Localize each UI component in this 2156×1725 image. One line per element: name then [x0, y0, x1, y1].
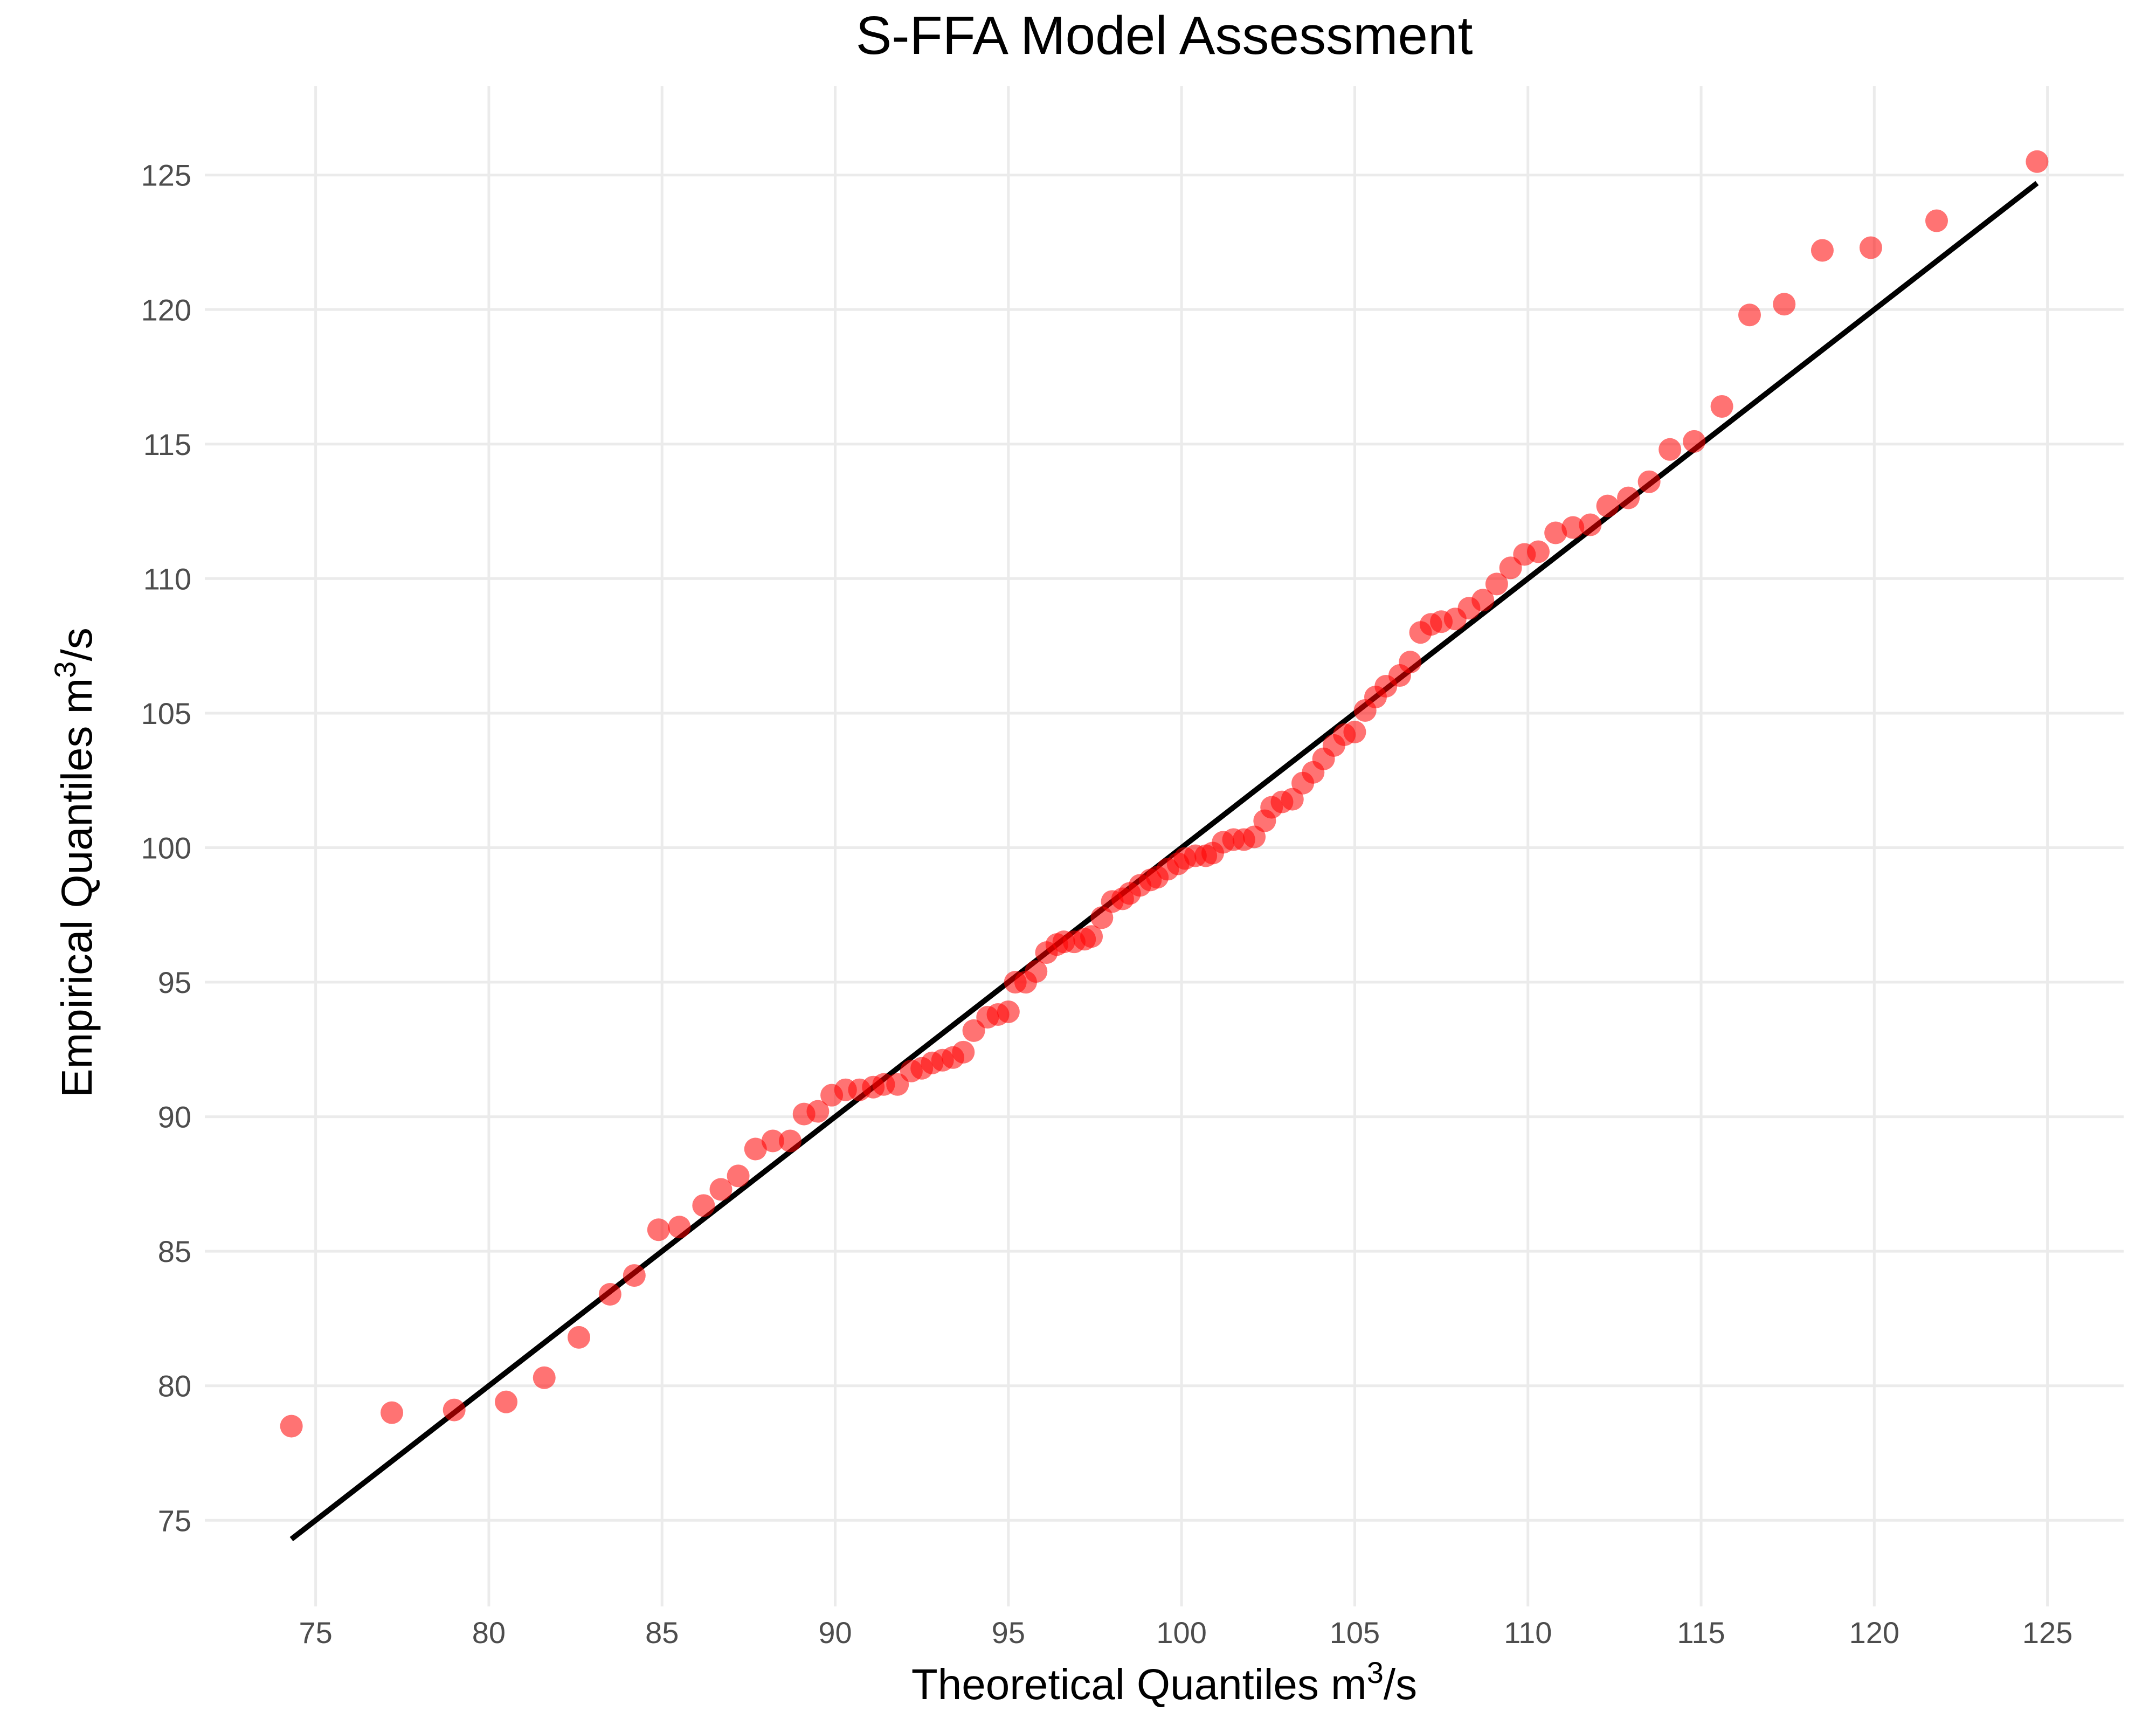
- x-tick-label: 75: [299, 1616, 332, 1650]
- x-tick-label: 110: [1504, 1616, 1552, 1650]
- x-tick-label: 125: [2022, 1616, 2072, 1650]
- data-point: [1544, 521, 1567, 544]
- x-tick-label: 85: [645, 1616, 679, 1650]
- data-point: [1471, 589, 1495, 612]
- data-point: [778, 1129, 801, 1153]
- x-tick-label: 80: [472, 1616, 506, 1650]
- y-tick-label: 85: [158, 1234, 191, 1268]
- data-point: [1281, 788, 1304, 811]
- x-axis-title-superscript: 3: [1367, 1655, 1384, 1689]
- data-point: [443, 1398, 466, 1422]
- data-point: [744, 1137, 767, 1161]
- x-tick-label: 120: [1849, 1616, 1899, 1650]
- data-point: [1596, 494, 1619, 518]
- x-axis-title-unit: /s: [1384, 1660, 1417, 1708]
- data-point: [1025, 960, 1048, 983]
- data-point: [1683, 430, 1706, 453]
- grid: [205, 86, 2124, 1606]
- data-point: [568, 1326, 591, 1349]
- data-point: [1773, 293, 1796, 316]
- data-point: [381, 1401, 404, 1424]
- data-point: [1399, 651, 1422, 674]
- y-tick-label: 120: [141, 293, 191, 327]
- data-point: [1579, 513, 1602, 536]
- data-point: [1659, 438, 1682, 461]
- y-tick-label: 105: [141, 696, 191, 730]
- y-tick-labels: 75 80 85 90 95 100 105 110 115 120 125: [141, 158, 191, 1538]
- data-point: [1080, 925, 1103, 948]
- y-tick-label: 110: [143, 562, 191, 596]
- data-point: [533, 1366, 556, 1389]
- data-point: [806, 1100, 830, 1123]
- x-tick-label: 100: [1156, 1616, 1206, 1650]
- x-axis-title: Theoretical Quantiles m3/s: [911, 1655, 1417, 1708]
- data-point: [495, 1390, 518, 1413]
- y-tick-label: 75: [158, 1503, 191, 1537]
- data-point: [1343, 720, 1366, 743]
- data-point: [668, 1216, 691, 1239]
- x-tick-labels: 75 80 85 90 95 100 105 110 115 120 125: [299, 1616, 2072, 1650]
- data-point: [952, 1040, 975, 1064]
- y-tick-label: 90: [158, 1100, 191, 1134]
- data-point: [1710, 395, 1733, 418]
- x-tick-label: 95: [992, 1616, 1025, 1650]
- data-point: [1925, 209, 1948, 232]
- data-point: [761, 1129, 784, 1153]
- y-tick-label: 125: [141, 158, 191, 192]
- x-axis-title-text: Theoretical Quantiles m: [911, 1660, 1367, 1708]
- y-axis-title-superscript: 3: [48, 661, 82, 678]
- data-point: [709, 1178, 733, 1201]
- data-point: [1738, 303, 1761, 327]
- data-point: [1859, 236, 1882, 259]
- data-point: [1090, 906, 1114, 929]
- data-point: [1243, 825, 1266, 848]
- y-tick-label: 100: [141, 831, 191, 865]
- data-points: [280, 150, 2049, 1438]
- y-axis-title-text: Empirical Quantiles m: [53, 678, 101, 1098]
- data-point: [1527, 540, 1550, 563]
- data-point: [692, 1194, 715, 1217]
- data-point: [1561, 516, 1585, 539]
- data-point: [1811, 239, 1834, 262]
- data-point: [1637, 470, 1661, 493]
- data-point: [997, 1000, 1020, 1023]
- x-tick-label: 90: [818, 1616, 852, 1650]
- y-axis-title-unit: /s: [53, 627, 101, 661]
- y-tick-label: 95: [158, 965, 191, 999]
- data-point: [647, 1218, 670, 1241]
- y-tick-label: 80: [158, 1369, 191, 1403]
- x-tick-label: 115: [1677, 1616, 1725, 1650]
- data-point: [727, 1164, 750, 1188]
- chart-title: S-FFA Model Assessment: [856, 5, 1473, 66]
- y-axis-title: Empirical Quantiles m3/s: [48, 627, 101, 1097]
- data-point: [623, 1264, 646, 1287]
- data-point: [280, 1414, 303, 1438]
- data-point: [1617, 486, 1640, 509]
- data-point: [598, 1283, 621, 1306]
- y-tick-label: 115: [143, 427, 191, 461]
- data-point: [1485, 572, 1508, 596]
- x-tick-label: 105: [1330, 1616, 1380, 1650]
- data-point: [2026, 150, 2049, 173]
